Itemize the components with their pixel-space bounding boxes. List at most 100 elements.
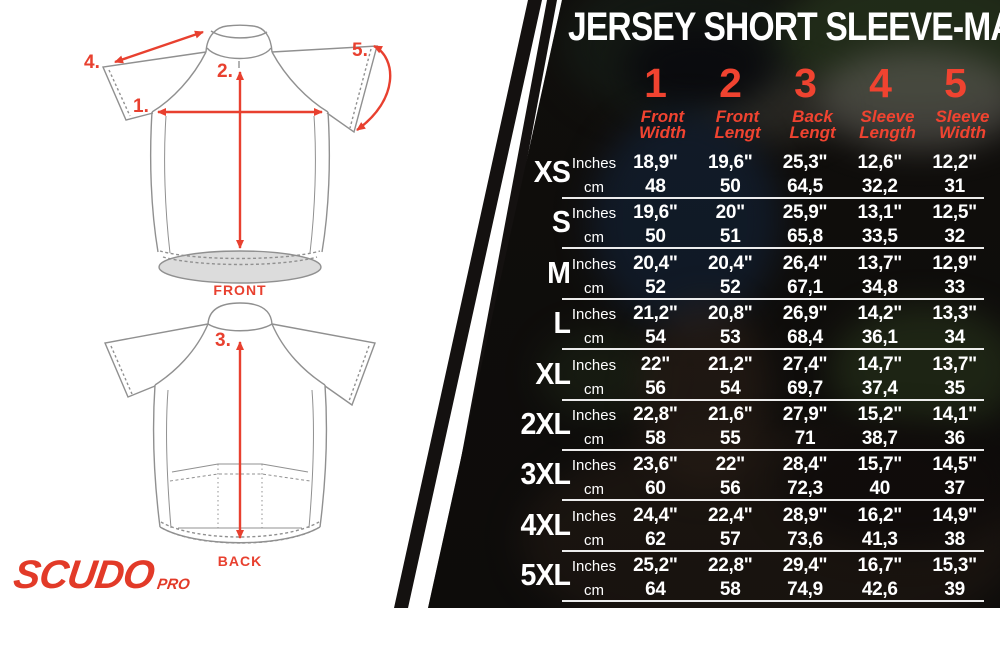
cell-in: 23,6" [633, 454, 678, 475]
size-row-3xl: 3XL Inches cm 23,6" 22" 28,4" 15,7" 14,5… [500, 452, 992, 502]
cell-in: 22,4" [707, 505, 753, 526]
jersey-measurement-diagram [101, 24, 392, 544]
unit-inches-label: Inches [571, 557, 617, 575]
cell-cm: 52 [645, 277, 666, 298]
column-header-4: 4 Sleeve Length [843, 60, 918, 141]
unit-inches-label: Inches [571, 406, 617, 424]
cell-cm: 54 [645, 327, 666, 348]
cell-in: 21,2" [633, 303, 678, 324]
front-caption: FRONT [213, 282, 267, 298]
unit-cm-label: cm [584, 480, 604, 498]
cell-cm: 65,8 [787, 226, 823, 247]
cell-cm: 37 [944, 478, 965, 499]
cell-in: 12,2" [932, 152, 977, 173]
size-row-s: S Inches cm 19,6" 20" 25,9" 13,1" 12,5" … [500, 200, 992, 250]
cell-in: 28,4" [782, 454, 828, 475]
size-label: XL [535, 356, 571, 391]
cell-cm: 36,1 [861, 327, 898, 348]
cell-in: 21,6" [707, 404, 753, 425]
size-label: 2XL [520, 406, 570, 441]
unit-cm-label: cm [584, 228, 604, 246]
cell-cm: 34 [944, 327, 965, 348]
cell-cm: 34,8 [861, 277, 898, 298]
cell-cm: 69,7 [787, 378, 823, 399]
cell-in: 26,4" [782, 253, 828, 274]
unit-inches-label: Inches [571, 356, 617, 374]
cell-cm: 38,7 [861, 428, 898, 449]
cell-in: 27,4" [782, 354, 828, 375]
cell-cm: 56 [645, 378, 666, 399]
cell-in: 16,7" [857, 555, 903, 576]
cell-in: 12,6" [857, 152, 903, 173]
size-label: XS [533, 154, 571, 189]
column-label: Back Lengt [789, 107, 836, 142]
size-label: L [553, 305, 570, 340]
cell-cm: 41,3 [861, 529, 898, 550]
cell-in: 25,3" [782, 152, 828, 173]
cell-cm: 33 [944, 277, 965, 298]
cell-in: 14,1" [932, 404, 977, 425]
cell-in: 29,4" [782, 555, 828, 576]
size-label: S [551, 204, 571, 239]
cell-in: 21,2" [707, 354, 753, 375]
size-row-xs: XS Inches cm 18,9" 19,6" 25,3" 12,6" 12,… [500, 150, 992, 200]
cell-cm: 36 [944, 428, 965, 449]
cell-in: 26,9" [782, 303, 828, 324]
cell-cm: 48 [645, 176, 666, 197]
cell-in: 20,4" [633, 253, 678, 274]
cell-in: 22,8" [707, 555, 753, 576]
column-number: 1 [644, 60, 667, 106]
cell-in: 14,2" [857, 303, 903, 324]
cell-cm: 42,6 [861, 579, 898, 600]
cell-in: 15,2" [857, 404, 903, 425]
cell-cm: 37,4 [861, 378, 898, 399]
cell-cm: 55 [719, 428, 741, 449]
unit-cm-label: cm [584, 380, 604, 398]
unit-inches-label: Inches [571, 507, 617, 525]
cell-in: 25,2" [633, 555, 678, 576]
cell-cm: 50 [719, 176, 741, 197]
cell-in: 27,9" [782, 404, 828, 425]
size-row-5xl: 5XL Inches cm 25,2" 22,8" 29,4" 16,7" 15… [500, 553, 992, 603]
column-label: Front Width [638, 107, 687, 142]
column-number: 3 [794, 60, 817, 106]
cell-cm: 64,5 [787, 176, 823, 197]
cell-cm: 71 [794, 428, 816, 449]
column-label: Sleeve Width [935, 107, 990, 142]
cell-cm: 32 [944, 226, 965, 247]
cell-in: 13,7" [857, 253, 903, 274]
unit-inches-label: Inches [571, 305, 617, 323]
size-row-2xl: 2XL Inches cm 22,8" 21,6" 27,9" 15,2" 14… [500, 402, 992, 452]
size-label: 5XL [520, 557, 570, 592]
column-header-1: 1 Front Width [618, 60, 693, 141]
measurement-arrows [114, 30, 392, 539]
cell-in: 18,9" [633, 152, 678, 173]
cell-cm: 53 [719, 327, 741, 348]
cell-cm: 50 [645, 226, 666, 247]
cell-in: 13,3" [932, 303, 977, 324]
brand-name: SCUDO [10, 553, 157, 597]
cell-cm: 57 [719, 529, 741, 550]
cell-cm: 31 [944, 176, 965, 197]
cell-cm: 58 [645, 428, 666, 449]
cell-in: 20,8" [707, 303, 753, 324]
cell-in: 24,4" [633, 505, 678, 526]
unit-cm-label: cm [584, 329, 604, 347]
cell-cm: 39 [944, 579, 965, 600]
cell-cm: 60 [645, 478, 666, 499]
unit-inches-label: Inches [571, 154, 617, 172]
size-row-4xl: 4XL Inches cm 24,4" 22,4" 28,9" 16,2" 14… [500, 503, 992, 553]
cell-cm: 33,5 [861, 226, 898, 247]
cell-cm: 40 [869, 478, 891, 499]
size-label: M [547, 255, 571, 290]
cell-cm: 35 [944, 378, 965, 399]
cell-in: 13,7" [932, 354, 977, 375]
size-table-panel: JERSEY SHORT SLEEVE-MAN 1 Front Width 2 F… [428, 0, 1000, 608]
cell-cm: 68,4 [787, 327, 823, 348]
unit-cm-label: cm [584, 279, 604, 297]
cell-in: 20,4" [707, 253, 753, 274]
cell-cm: 54 [719, 378, 741, 399]
unit-cm-label: cm [584, 178, 604, 196]
cell-cm: 52 [719, 277, 741, 298]
marker-4-sleeve-length: 4. [84, 52, 100, 73]
